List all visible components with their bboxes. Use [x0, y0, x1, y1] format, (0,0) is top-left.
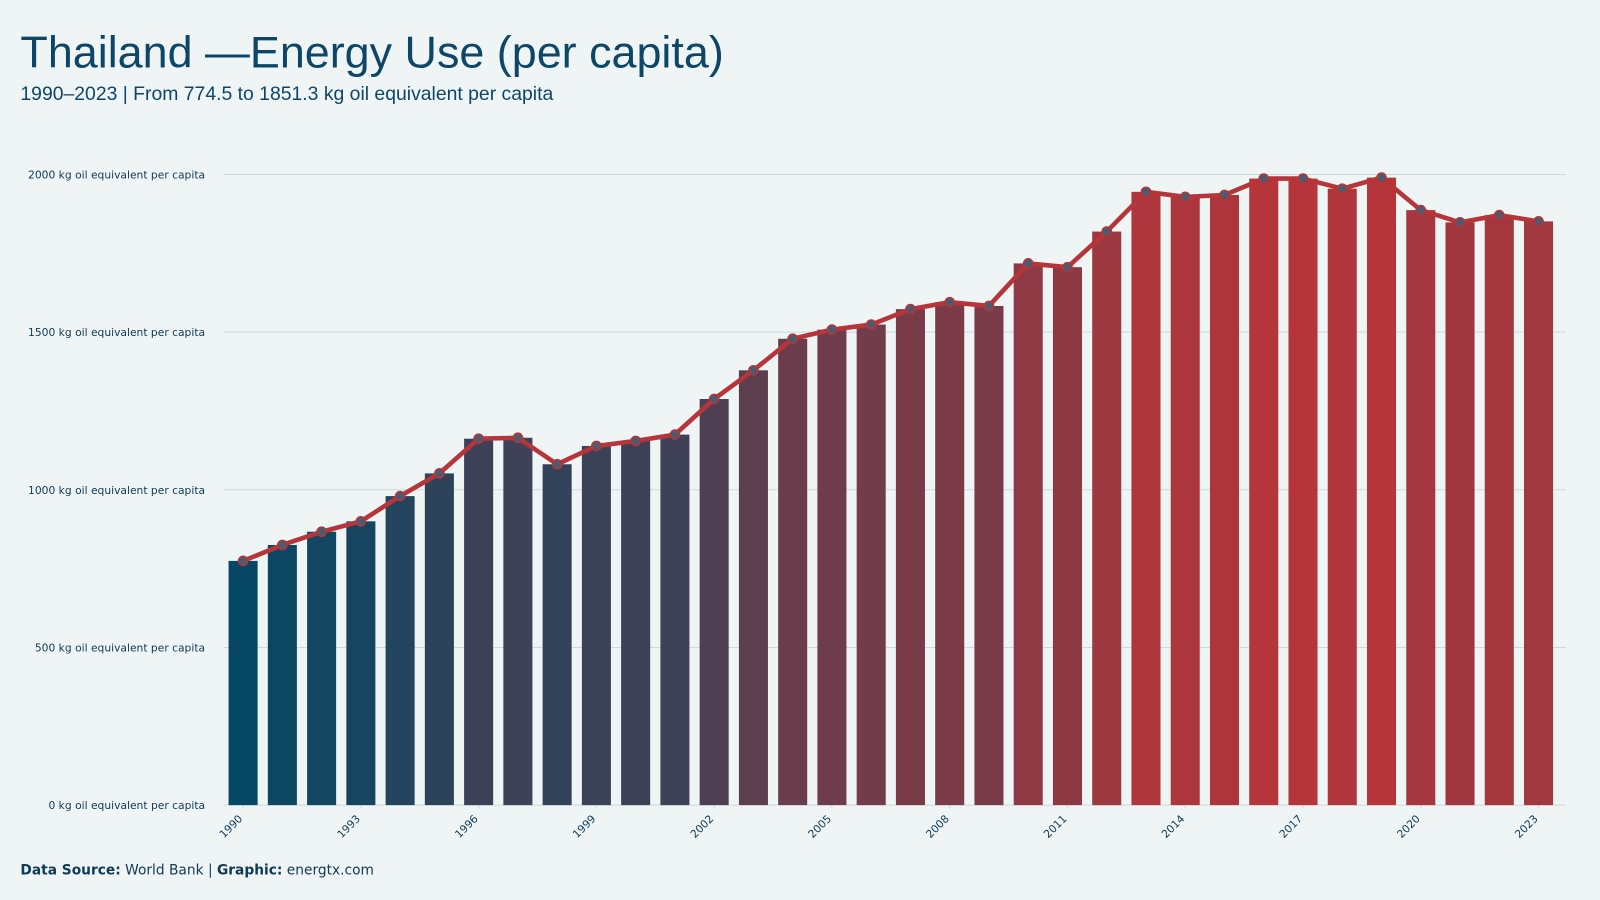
x-tick-label: 1996 — [452, 812, 481, 841]
bar — [660, 434, 690, 806]
bar — [1327, 188, 1357, 806]
x-tick-label: 2008 — [923, 812, 952, 841]
source-label: Data Source: — [20, 862, 120, 878]
graphic: energtx.com — [287, 862, 374, 878]
y-tick-label: 2000 kg oil equivalent per capita — [28, 169, 205, 182]
bar — [1406, 210, 1436, 806]
chart-title: Thailand —Energy Use (per capita) — [20, 26, 723, 77]
y-tick-label: 0 kg oil equivalent per capita — [48, 799, 205, 812]
bar — [974, 305, 1004, 806]
marker — [1258, 173, 1270, 184]
marker — [983, 300, 995, 312]
y-tick-label: 500 kg oil equivalent per capita — [35, 642, 205, 655]
marker — [865, 319, 877, 330]
marker — [1101, 226, 1113, 237]
marker — [630, 435, 642, 447]
marker — [355, 515, 367, 527]
footer: Data Source: World Bank | Graphic: energ… — [20, 862, 374, 878]
marker — [1179, 191, 1191, 203]
bar — [307, 531, 337, 806]
bar — [267, 544, 297, 806]
x-tick-label: 2011 — [1041, 812, 1069, 840]
bar — [1288, 178, 1318, 806]
bar — [542, 464, 572, 806]
marker — [512, 432, 524, 444]
marker — [551, 458, 563, 470]
bar — [778, 338, 808, 806]
marker — [1415, 204, 1427, 216]
x-tick-label: 2023 — [1512, 812, 1540, 840]
marker — [1219, 189, 1230, 201]
bar — [346, 521, 376, 806]
marker — [1454, 217, 1466, 228]
marker — [748, 364, 759, 376]
bar — [935, 302, 965, 806]
bar — [1092, 231, 1122, 806]
marker — [905, 303, 916, 315]
line — [242, 175, 1539, 564]
bar — [1484, 215, 1514, 806]
separator: | — [208, 862, 213, 878]
bar — [1366, 177, 1397, 806]
bar — [581, 445, 611, 806]
chart-subtitle: 1990–2023 | From 774.5 to 1851.3 kg oil … — [20, 83, 553, 105]
marker — [1022, 258, 1034, 269]
bar — [738, 370, 768, 806]
marker — [1376, 172, 1387, 183]
bar — [464, 438, 494, 806]
bar — [895, 309, 925, 806]
source: World Bank — [125, 862, 203, 878]
x-tick-label: 1993 — [335, 812, 363, 840]
bar — [1249, 178, 1279, 806]
y-tick-label: 1500 kg oil equivalent per capita — [28, 326, 205, 339]
bar — [228, 560, 258, 806]
bar — [621, 440, 651, 806]
y-tick-label: 1000 kg oil equivalent per capita — [28, 484, 205, 497]
marker — [473, 433, 484, 445]
marker — [591, 440, 602, 452]
bar — [1524, 221, 1554, 806]
x-tick-label: 2020 — [1394, 812, 1423, 841]
marker — [669, 429, 681, 440]
marker — [1297, 173, 1309, 184]
x-tick-label: 2002 — [688, 812, 716, 840]
marker — [1336, 183, 1348, 195]
x-tick-label: 1990 — [217, 812, 246, 841]
bar — [424, 473, 454, 806]
bar — [1013, 263, 1043, 806]
bar — [856, 324, 886, 806]
marker — [394, 490, 406, 502]
bar — [503, 437, 533, 806]
marker — [276, 539, 288, 551]
bar — [1052, 267, 1082, 806]
marker — [316, 526, 327, 538]
marker — [787, 333, 799, 345]
x-tick-label: 2017 — [1277, 812, 1305, 840]
bar — [699, 398, 729, 806]
x-tick-label: 1999 — [570, 812, 599, 841]
marker — [1533, 216, 1544, 227]
marker — [826, 324, 838, 335]
marker — [944, 296, 956, 308]
x-tick-label: 2014 — [1159, 812, 1188, 841]
marker — [1493, 209, 1505, 221]
x-tick-label: 2005 — [806, 812, 834, 840]
marker — [237, 555, 249, 567]
bar — [1131, 191, 1161, 806]
graphic-label: Graphic: — [217, 862, 282, 878]
bar — [1445, 222, 1475, 806]
marker — [434, 468, 445, 479]
marker — [708, 393, 720, 405]
bar — [385, 496, 415, 806]
marker — [1140, 186, 1152, 198]
bar — [817, 329, 847, 806]
bar — [1209, 194, 1240, 806]
bar — [1170, 196, 1200, 806]
marker — [1062, 261, 1073, 273]
